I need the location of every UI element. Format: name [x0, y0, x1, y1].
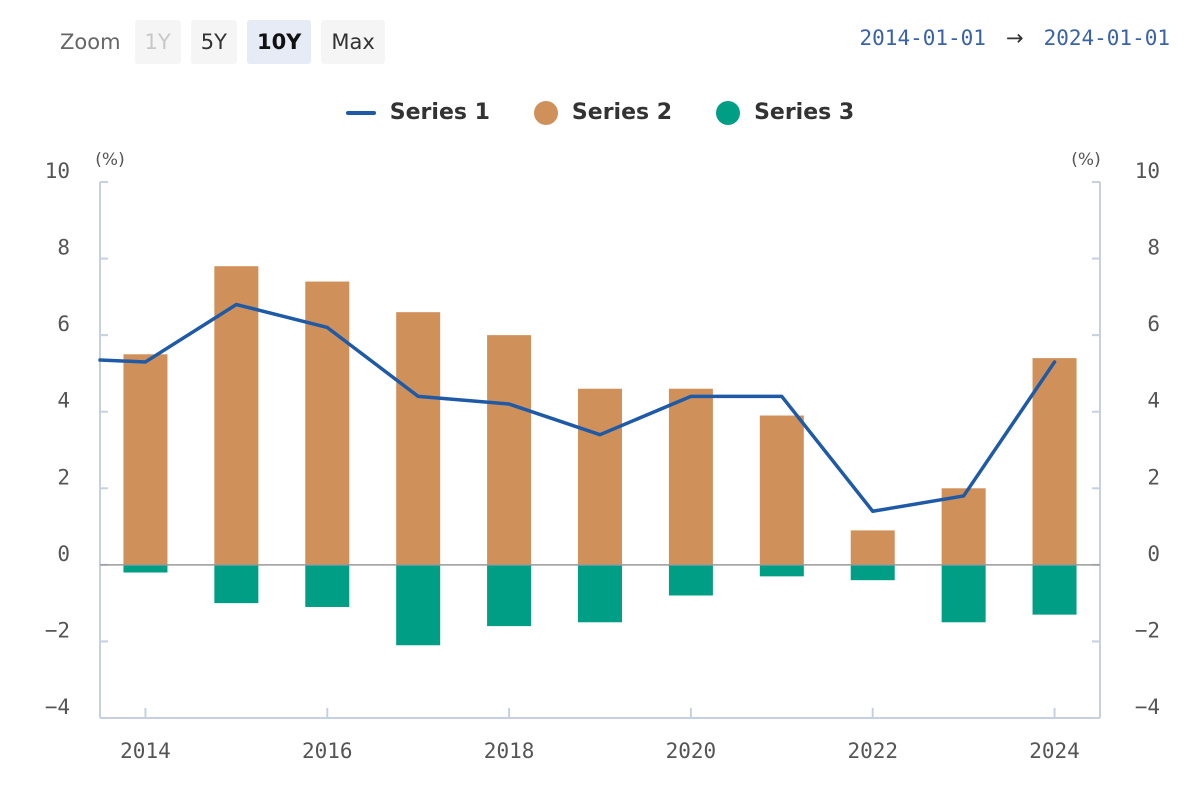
y-tick-label-right: 4 [1147, 389, 1160, 413]
y-tick-label-left: 2 [57, 465, 70, 489]
y-tick-label-right: 8 [1147, 236, 1160, 260]
chart-legend: Series 1 Series 2 Series 3 [0, 100, 1200, 125]
bar-series-2 [941, 488, 986, 565]
y-tick-label-right: 10 [1135, 159, 1160, 183]
bar-series-3 [396, 564, 441, 646]
bar-series-3 [941, 564, 986, 623]
range-arrow-icon: → [1005, 26, 1024, 50]
legend-label: Series 3 [754, 100, 855, 125]
bar-series-3 [759, 564, 804, 577]
bar-series-3 [1032, 564, 1077, 615]
bar-series-3 [487, 564, 532, 627]
zoom-10y-button[interactable]: 10Y [246, 20, 312, 64]
y-tick-label-right: 0 [1147, 542, 1160, 566]
y-tick-label-left: 4 [57, 389, 70, 413]
bar-series-3 [214, 564, 259, 604]
y-unit-right: (%) [1071, 150, 1100, 170]
bar-series-3 [305, 564, 350, 607]
bar-series-2 [668, 388, 713, 565]
bar-series-2 [850, 530, 895, 565]
bar-series-2 [214, 266, 259, 565]
zoom-toolbar: Zoom 1Y 5Y 10Y Max [60, 20, 385, 64]
range-to-input[interactable]: 2024-01-01 [1043, 26, 1170, 50]
y-tick-label-right: −2 [1135, 618, 1160, 642]
y-tick-label-right: 2 [1147, 465, 1160, 489]
legend-item-series-3[interactable]: Series 3 [716, 100, 854, 125]
x-tick-label: 2016 [302, 739, 353, 763]
y-tick-label-left: −2 [45, 618, 70, 642]
legend-dot-icon [716, 100, 741, 125]
zoom-max-button[interactable]: Max [321, 20, 385, 64]
zoom-label: Zoom [60, 30, 121, 54]
bar-series-3 [123, 564, 168, 573]
legend-dot-icon [533, 100, 558, 125]
y-tick-label-left: 10 [45, 159, 70, 183]
zoom-5y-button[interactable]: 5Y [190, 20, 237, 64]
legend-item-series-1[interactable]: Series 1 [345, 100, 490, 125]
x-tick-label: 2018 [484, 739, 535, 763]
y-tick-label-right: −4 [1135, 695, 1160, 719]
y-tick-label-left: 8 [57, 236, 70, 260]
range-from-input[interactable]: 2014-01-01 [859, 26, 986, 50]
bar-series-3 [850, 564, 895, 581]
x-tick-label: 2022 [847, 739, 898, 763]
line-series-1 [98, 302, 1057, 514]
legend-line-icon [345, 110, 376, 115]
y-tick-label-left: 6 [57, 312, 70, 336]
x-tick-label: 2020 [666, 739, 717, 763]
y-tick-label-left: 0 [57, 542, 70, 566]
date-range: 2014-01-01 → 2024-01-01 [860, 26, 1170, 50]
bar-series-2 [487, 335, 532, 565]
legend-label: Series 2 [571, 100, 673, 125]
legend-item-series-2[interactable]: Series 2 [533, 100, 673, 125]
y-tick-label-right: 6 [1147, 312, 1160, 336]
legend-label: Series 1 [389, 100, 490, 125]
x-tick-label: 2014 [120, 739, 171, 763]
bar-series-2 [396, 312, 441, 565]
x-tick-label: 2024 [1029, 739, 1080, 763]
bar-series-2 [578, 388, 622, 565]
y-unit-left: (%) [95, 150, 124, 170]
bar-series-2 [123, 354, 168, 565]
y-tick-label-left: −4 [45, 695, 70, 719]
bar-series-3 [578, 564, 622, 623]
bar-series-2 [759, 415, 804, 565]
bar-series-3 [668, 564, 713, 596]
bar-series-2 [1032, 358, 1077, 565]
zoom-1y-button[interactable]: 1Y [134, 20, 181, 64]
